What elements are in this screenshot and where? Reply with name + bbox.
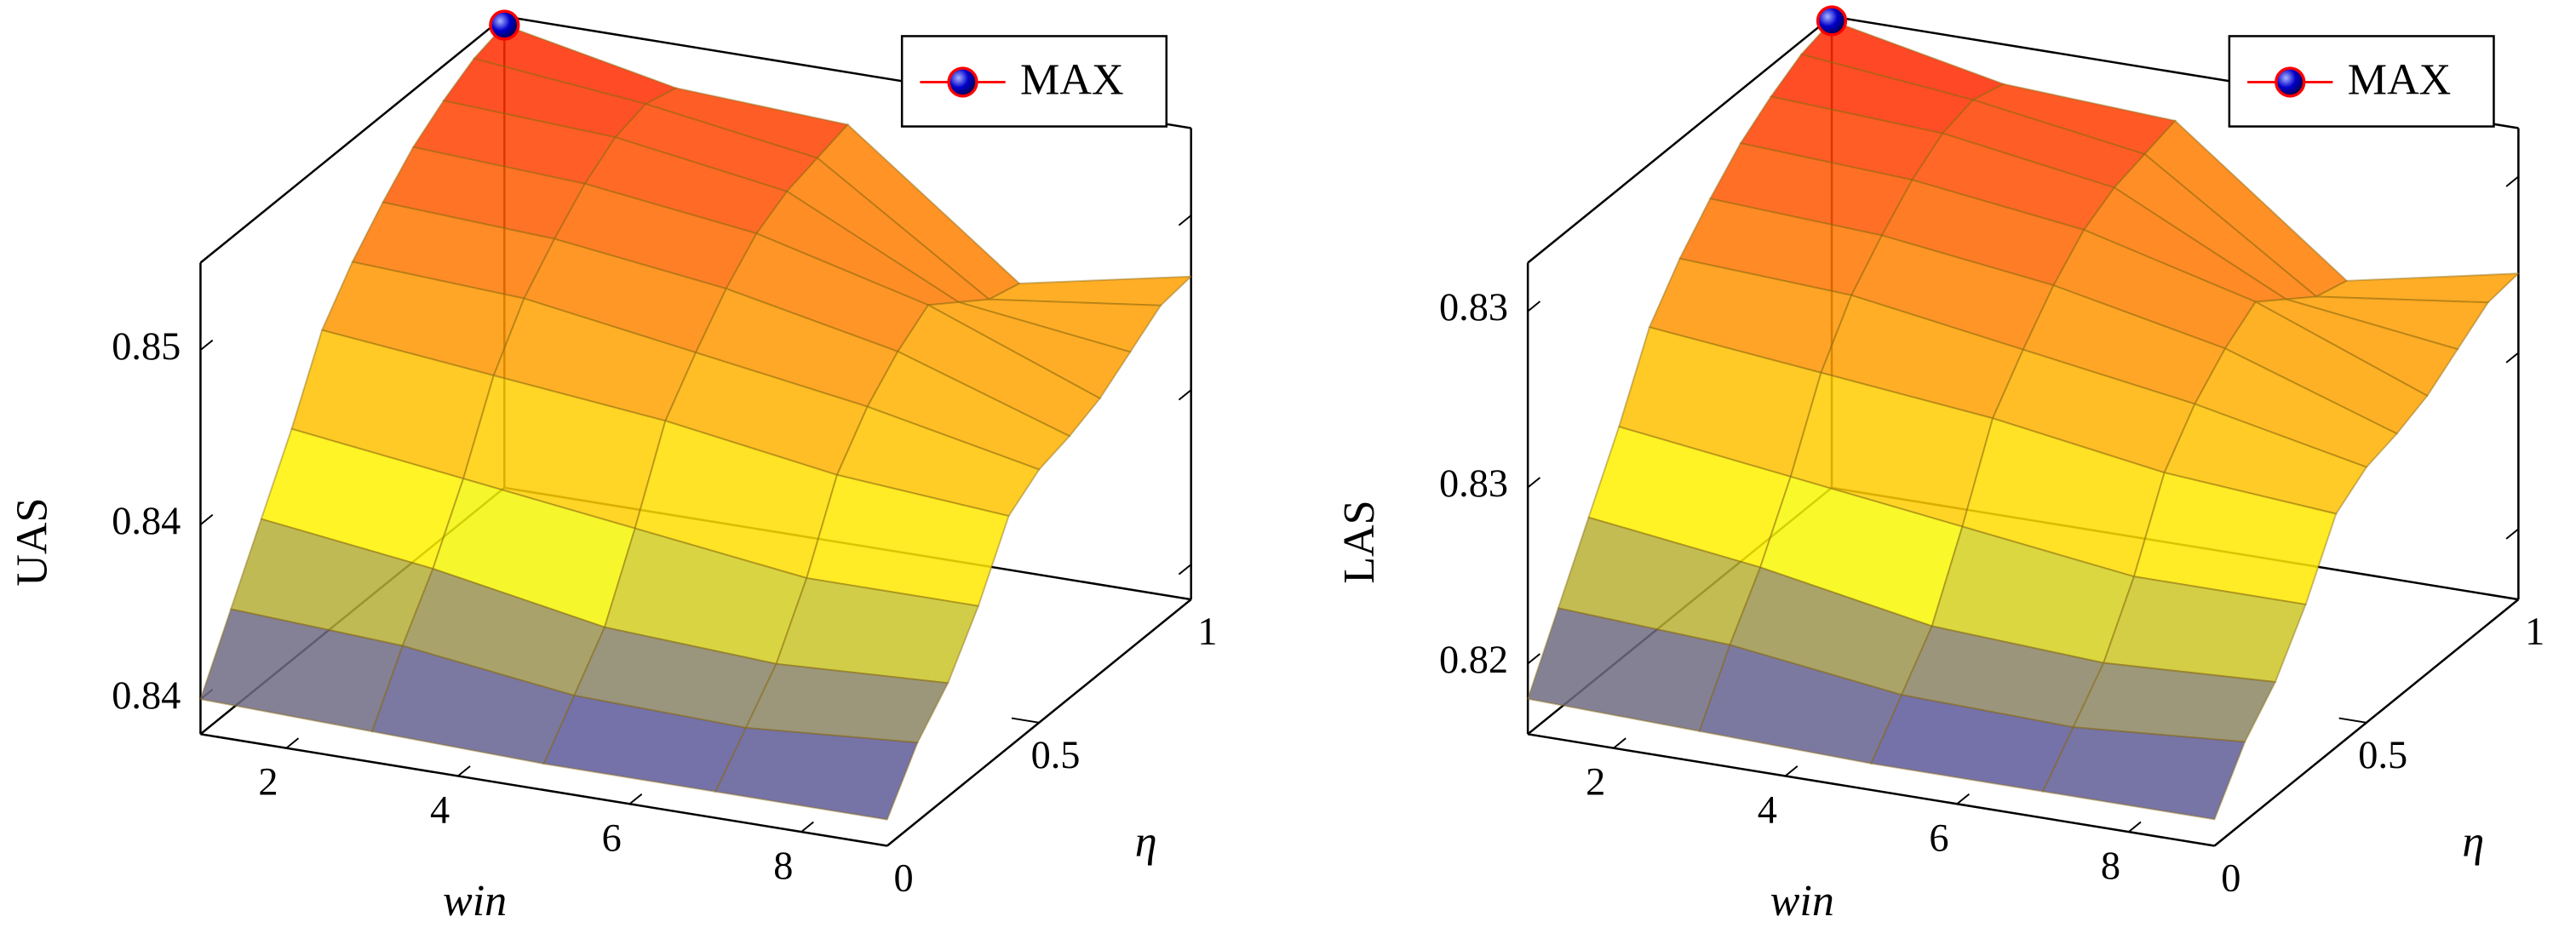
x-tick: [2128, 821, 2142, 833]
y-tick-label: 1: [2525, 610, 2544, 654]
x-tick-label: 4: [430, 788, 450, 832]
x-tick: [1613, 737, 1626, 749]
y-tick: [2187, 840, 2215, 847]
x-tick: [285, 737, 300, 749]
x-tick-label: 6: [1929, 816, 1948, 860]
surface-chart: 2 4 6 8 0 0.5 1 0.82 0.83 0.83 win η LAS MAX: [1335, 5, 2544, 925]
y-tick: [859, 840, 887, 847]
z-tick: [1527, 301, 1541, 312]
surface-patch: [958, 298, 1162, 353]
surface-patch: [714, 726, 919, 821]
axis-box-line: [1527, 15, 1833, 264]
y-tick-label: 0: [894, 857, 914, 901]
surface-patch: [925, 301, 1132, 400]
y-tick-label: 0.5: [2358, 734, 2407, 777]
x-tick-label: 8: [2101, 845, 2120, 888]
z-tick-label: 0.84: [112, 674, 181, 718]
z-tick-label: 0.83: [1439, 286, 1508, 329]
y-tick-label: 0.5: [1031, 734, 1081, 777]
z-tick-label: 0.83: [1439, 462, 1508, 506]
x-tick: [628, 793, 643, 805]
legend-label: MAX: [2348, 55, 2452, 104]
surface-chart: 2 4 6 8 0 0.5 1 0.84 0.84 0.85 win η UAS MAX: [8, 9, 1218, 925]
x-tick-label: 2: [1586, 761, 1605, 805]
z-tick: [2505, 352, 2519, 364]
z-tick: [1527, 477, 1541, 489]
x-axis-label: win: [443, 877, 507, 925]
x-tick: [800, 821, 814, 833]
axis-box-line: [1527, 733, 2215, 847]
surface-patch: [985, 275, 1194, 306]
y-tick: [2490, 593, 2519, 601]
surface-patch: [866, 350, 1071, 471]
legend-label: MAX: [1020, 55, 1124, 104]
y-tick-label: 0: [2221, 857, 2240, 901]
y-axis-label: η: [2462, 817, 2484, 866]
z-tick: [199, 339, 214, 351]
x-tick-label: 4: [1758, 788, 1777, 832]
max-marker: [1816, 5, 1848, 37]
axis-box-line: [200, 733, 888, 847]
legend-marker: [2275, 66, 2306, 98]
z-axis-label: LAS: [1335, 500, 1384, 583]
z-tick: [1178, 215, 1192, 226]
x-tick: [1956, 793, 1971, 805]
z-axis-label: UAS: [8, 498, 56, 587]
max-marker: [489, 9, 520, 41]
x-axis-label: win: [1770, 877, 1834, 925]
x-tick: [1784, 765, 1799, 777]
z-tick: [2505, 175, 2519, 187]
x-tick: [457, 765, 471, 777]
z-tick-label: 0.84: [112, 500, 181, 543]
z-tick-label: 0.85: [112, 325, 181, 369]
axis-box-line: [199, 15, 506, 264]
x-tick-label: 8: [773, 845, 793, 888]
surface-patch: [896, 304, 1102, 438]
z-tick: [1178, 564, 1192, 576]
y-tick: [2338, 717, 2367, 724]
y-tick: [1163, 593, 1191, 601]
legend-marker: [947, 66, 978, 98]
y-axis-label: η: [1135, 817, 1157, 866]
y-tick: [1011, 717, 1040, 724]
z-tick: [1178, 389, 1192, 401]
x-tick-label: 2: [258, 761, 278, 805]
surface-patch: [2041, 726, 2246, 821]
z-tick-label: 0.82: [1439, 639, 1508, 682]
x-tick-label: 6: [602, 816, 622, 860]
y-tick-label: 1: [1197, 610, 1217, 654]
z-tick: [1527, 653, 1541, 665]
z-tick: [2505, 528, 2519, 540]
surface-patch: [2072, 662, 2277, 743]
z-tick: [199, 513, 214, 525]
